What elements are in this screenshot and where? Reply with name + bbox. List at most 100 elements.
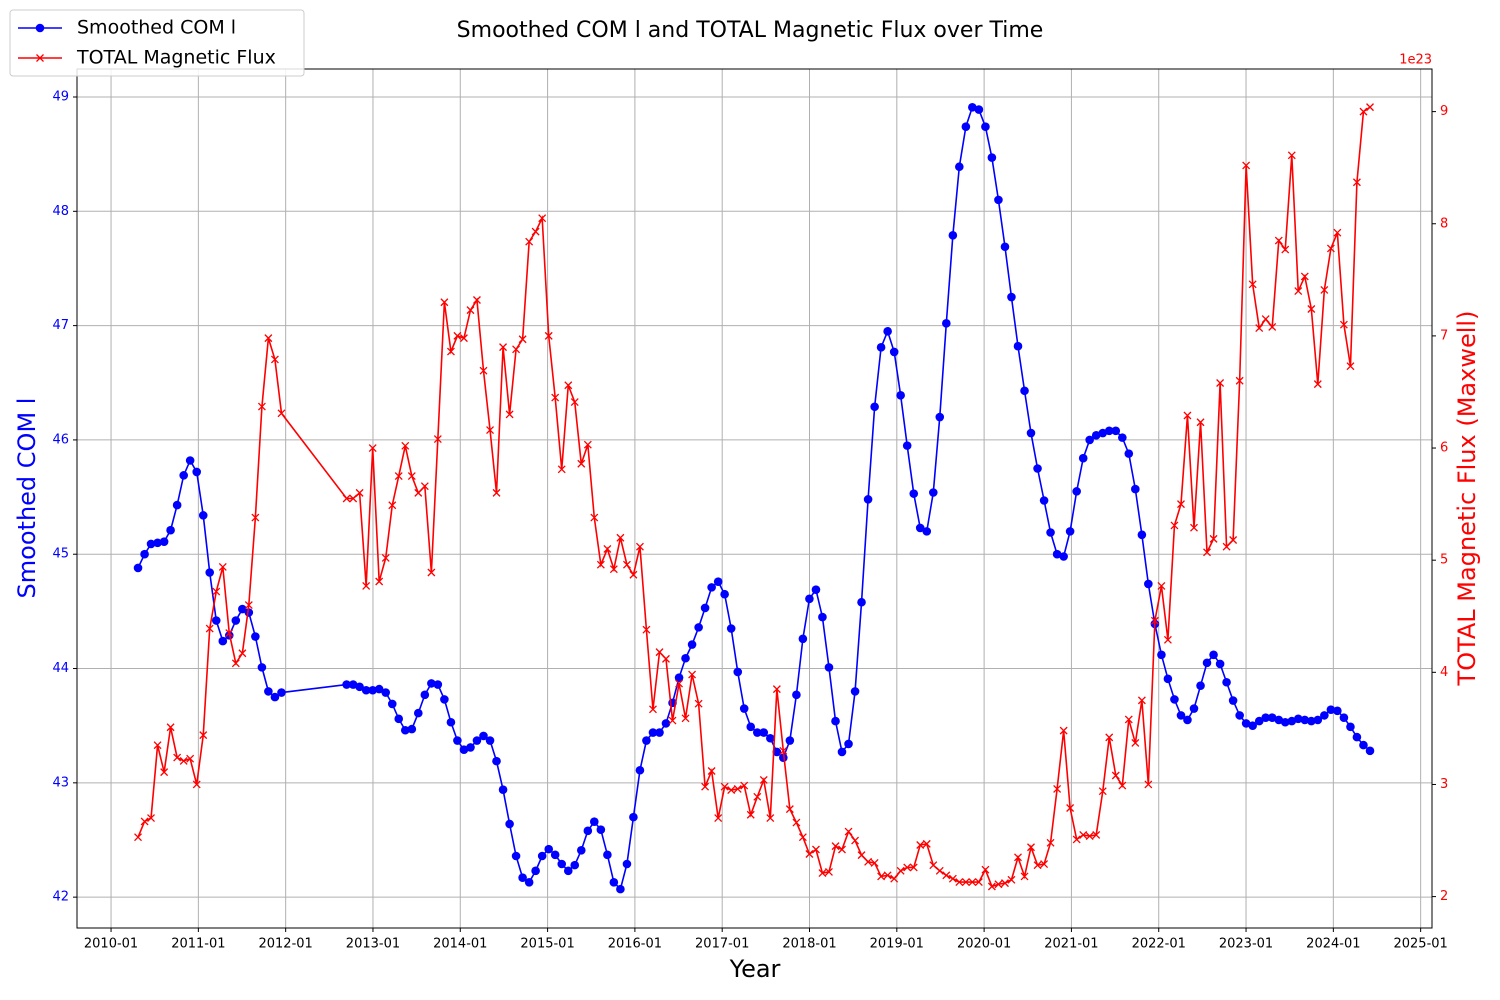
marker — [192, 467, 201, 477]
marker — [1216, 379, 1225, 387]
marker — [218, 636, 228, 646]
marker — [368, 685, 378, 695]
marker — [1189, 704, 1199, 713]
marker — [1274, 715, 1284, 725]
marker — [922, 839, 931, 848]
marker — [909, 489, 919, 498]
marker — [714, 814, 723, 823]
marker — [577, 459, 586, 468]
marker — [629, 812, 638, 822]
marker — [707, 583, 716, 592]
marker — [831, 842, 840, 851]
marker — [922, 527, 932, 536]
marker — [257, 402, 266, 411]
marker — [1241, 719, 1251, 728]
marker — [173, 753, 182, 762]
marker — [1339, 320, 1348, 329]
marker — [603, 545, 612, 553]
marker — [883, 871, 892, 880]
marker — [877, 872, 886, 881]
marker — [198, 511, 208, 520]
marker — [915, 523, 925, 533]
y2-axis-label: TOTAL Magnetic Flux (Maxwell) — [1453, 311, 1481, 687]
marker — [1085, 832, 1094, 841]
marker — [1294, 287, 1303, 295]
marker — [1111, 426, 1121, 436]
marker — [1026, 428, 1036, 438]
marker — [889, 347, 899, 357]
marker — [720, 782, 729, 791]
marker — [1040, 860, 1049, 869]
marker — [257, 663, 267, 672]
y-tick-label: 45 — [52, 547, 69, 562]
x-tick-label: 2019-01 — [870, 937, 924, 952]
marker — [942, 319, 951, 328]
marker — [844, 827, 853, 836]
marker — [727, 786, 736, 795]
marker — [1313, 715, 1323, 725]
marker — [857, 597, 866, 607]
marker — [1137, 530, 1147, 540]
marker — [948, 874, 957, 883]
marker — [903, 863, 912, 872]
marker — [1222, 542, 1231, 551]
marker — [838, 845, 846, 854]
marker — [498, 785, 508, 794]
marker — [675, 679, 684, 688]
x-axis-label: Year — [729, 955, 781, 983]
marker — [896, 391, 905, 400]
marker — [850, 687, 860, 696]
marker — [1078, 453, 1088, 463]
marker — [1144, 579, 1153, 589]
marker — [368, 444, 377, 452]
marker — [505, 819, 514, 829]
marker — [844, 739, 853, 749]
marker — [805, 594, 814, 604]
marker — [701, 782, 710, 791]
marker — [1280, 717, 1290, 727]
marker — [427, 679, 436, 688]
marker — [824, 663, 834, 672]
marker — [479, 731, 488, 741]
marker — [1215, 659, 1225, 669]
marker — [160, 768, 169, 777]
marker — [1235, 376, 1244, 385]
marker — [1014, 853, 1022, 862]
marker — [1326, 705, 1336, 714]
marker — [238, 604, 247, 614]
marker — [433, 680, 443, 689]
marker — [1326, 244, 1335, 253]
marker — [153, 538, 162, 548]
marker — [616, 884, 625, 894]
marker — [818, 869, 827, 878]
y-tick-label: 47 — [52, 318, 69, 333]
marker — [1268, 322, 1277, 331]
marker — [1144, 780, 1153, 789]
marker — [1196, 681, 1205, 690]
marker — [583, 440, 592, 449]
marker — [968, 878, 977, 886]
marker — [1131, 484, 1140, 494]
marker — [994, 880, 1003, 889]
marker — [674, 673, 684, 682]
y2-offset-label: 1e23 — [1399, 53, 1432, 68]
marker — [688, 670, 697, 679]
marker — [981, 122, 990, 132]
marker — [1079, 830, 1088, 839]
marker — [987, 882, 996, 891]
marker — [740, 781, 749, 790]
marker — [1170, 521, 1179, 530]
marker — [270, 355, 279, 364]
marker — [1359, 107, 1368, 116]
marker — [251, 513, 260, 522]
marker — [270, 692, 280, 702]
marker — [720, 589, 729, 599]
marker — [1033, 464, 1042, 473]
marker — [994, 195, 1003, 205]
grid — [77, 69, 1432, 928]
marker — [1333, 228, 1342, 237]
legend-label: Smoothed COM l — [77, 17, 236, 39]
marker — [668, 716, 677, 725]
marker — [244, 601, 253, 609]
marker — [199, 731, 208, 740]
